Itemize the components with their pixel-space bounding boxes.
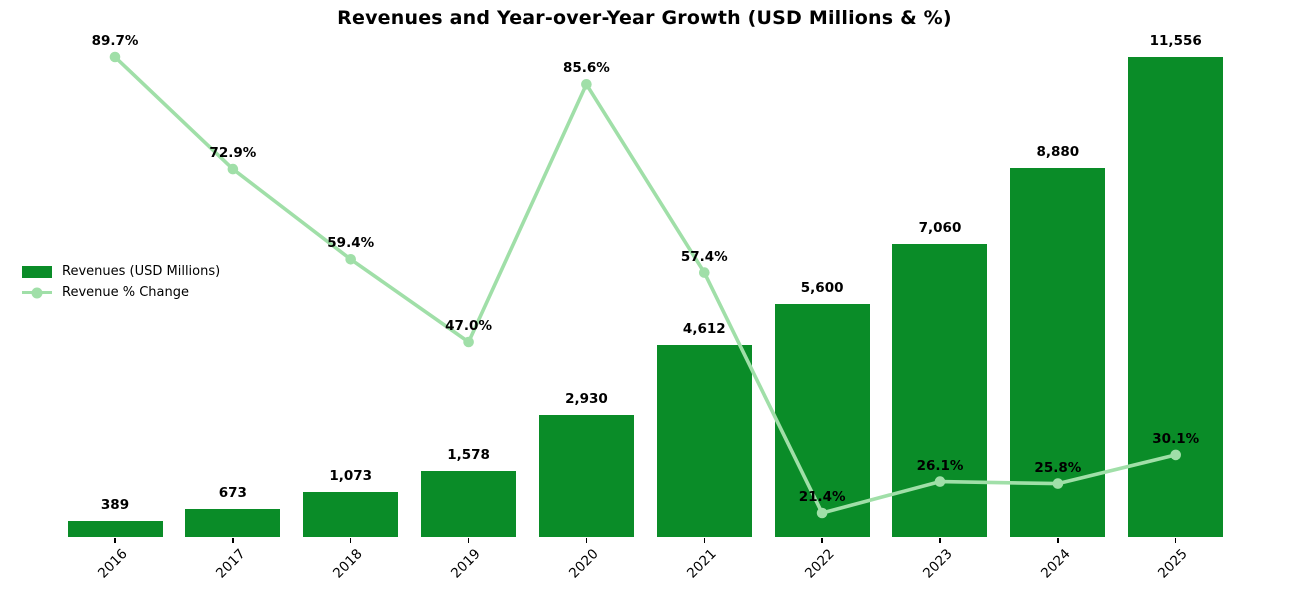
bar-2019 <box>421 471 517 537</box>
marker-dot-icon <box>31 287 43 298</box>
x-tick-label-2016: 2016 <box>94 546 131 582</box>
pct-label-2024: 25.8% <box>1034 459 1082 476</box>
bar-value-label-2020: 2,930 <box>565 391 608 407</box>
bar-2020 <box>538 415 634 537</box>
pct-marker-2019 <box>463 336 474 348</box>
pct-label-2022: 21.4% <box>798 488 846 505</box>
x-tick-label-2019: 2019 <box>448 546 484 582</box>
x-tick-2019 <box>467 538 470 543</box>
bar-swatch-icon <box>22 265 52 278</box>
bar-value-label-2024: 8,880 <box>1036 144 1080 160</box>
x-tick-label-2024: 2024 <box>1037 546 1074 582</box>
x-tick-2021 <box>703 538 706 543</box>
pct-label-2018: 59.4% <box>327 235 375 252</box>
x-tick-2020 <box>585 538 588 543</box>
bar-2017 <box>185 509 281 537</box>
x-tick-label-2021: 2021 <box>684 546 720 582</box>
x-tick-2024 <box>1057 538 1059 543</box>
bar-2016 <box>67 521 163 537</box>
x-tick-label-2020: 2020 <box>566 546 602 582</box>
x-tick-2017 <box>232 538 234 543</box>
bar-2018 <box>303 492 399 537</box>
legend-label-revenues: Revenues (USD Millions) <box>62 264 221 279</box>
pct-marker-2020 <box>581 79 592 90</box>
bar-2023 <box>892 244 988 537</box>
pct-label-2020: 85.6% <box>563 60 610 77</box>
x-tick-label-2023: 2023 <box>919 546 956 582</box>
bar-value-label-2017: 673 <box>218 485 247 501</box>
bar-value-label-2023: 7,060 <box>918 220 962 236</box>
bar-value-label-2025: 11,556 <box>1149 33 1202 49</box>
pct-label-2019: 47.0% <box>445 318 492 335</box>
x-tick-2022 <box>821 538 823 543</box>
x-tick-2025 <box>1174 538 1177 543</box>
chart-title: Revenues and Year-over-Year Growth (USD … <box>337 7 952 29</box>
legend: Revenues (USD Millions) Revenue % Change <box>22 261 220 303</box>
x-tick-2016 <box>114 538 116 543</box>
legend-label-pct-change: Revenue % Change <box>62 285 190 300</box>
bar-value-label-2016: 389 <box>100 497 130 513</box>
line-marker-swatch-icon <box>22 287 52 298</box>
pct-marker-2017 <box>227 163 239 175</box>
bar-value-label-2022: 5,600 <box>800 280 844 296</box>
legend-item-revenues: Revenues (USD Millions) <box>22 261 220 282</box>
pct-marker-2018 <box>345 253 357 265</box>
pct-label-2017: 72.9% <box>209 145 257 162</box>
x-tick-label-2017: 2017 <box>212 546 249 582</box>
x-tick-label-2018: 2018 <box>330 546 367 582</box>
bar-value-label-2018: 1,073 <box>329 468 373 484</box>
pct-label-2021: 57.4% <box>680 248 728 265</box>
bar-2025 <box>1128 57 1224 537</box>
legend-item-pct-change: Revenue % Change <box>22 282 220 303</box>
pct-label-2016: 89.7% <box>91 32 139 49</box>
pct-marker-2021 <box>699 267 710 278</box>
bar-2024 <box>1010 168 1106 537</box>
bar-value-label-2019: 1,578 <box>447 447 490 463</box>
pct-label-2023: 26.1% <box>916 457 964 474</box>
x-tick-label-2022: 2022 <box>801 546 838 582</box>
x-tick-2023 <box>939 538 941 543</box>
pct-marker-2016 <box>109 51 121 63</box>
pct-label-2025: 30.1% <box>1152 430 1200 447</box>
x-tick-label-2025: 2025 <box>1155 546 1192 582</box>
x-tick-2018 <box>349 538 352 543</box>
bar-value-label-2021: 4,612 <box>682 321 726 337</box>
bar-2021 <box>656 345 752 537</box>
